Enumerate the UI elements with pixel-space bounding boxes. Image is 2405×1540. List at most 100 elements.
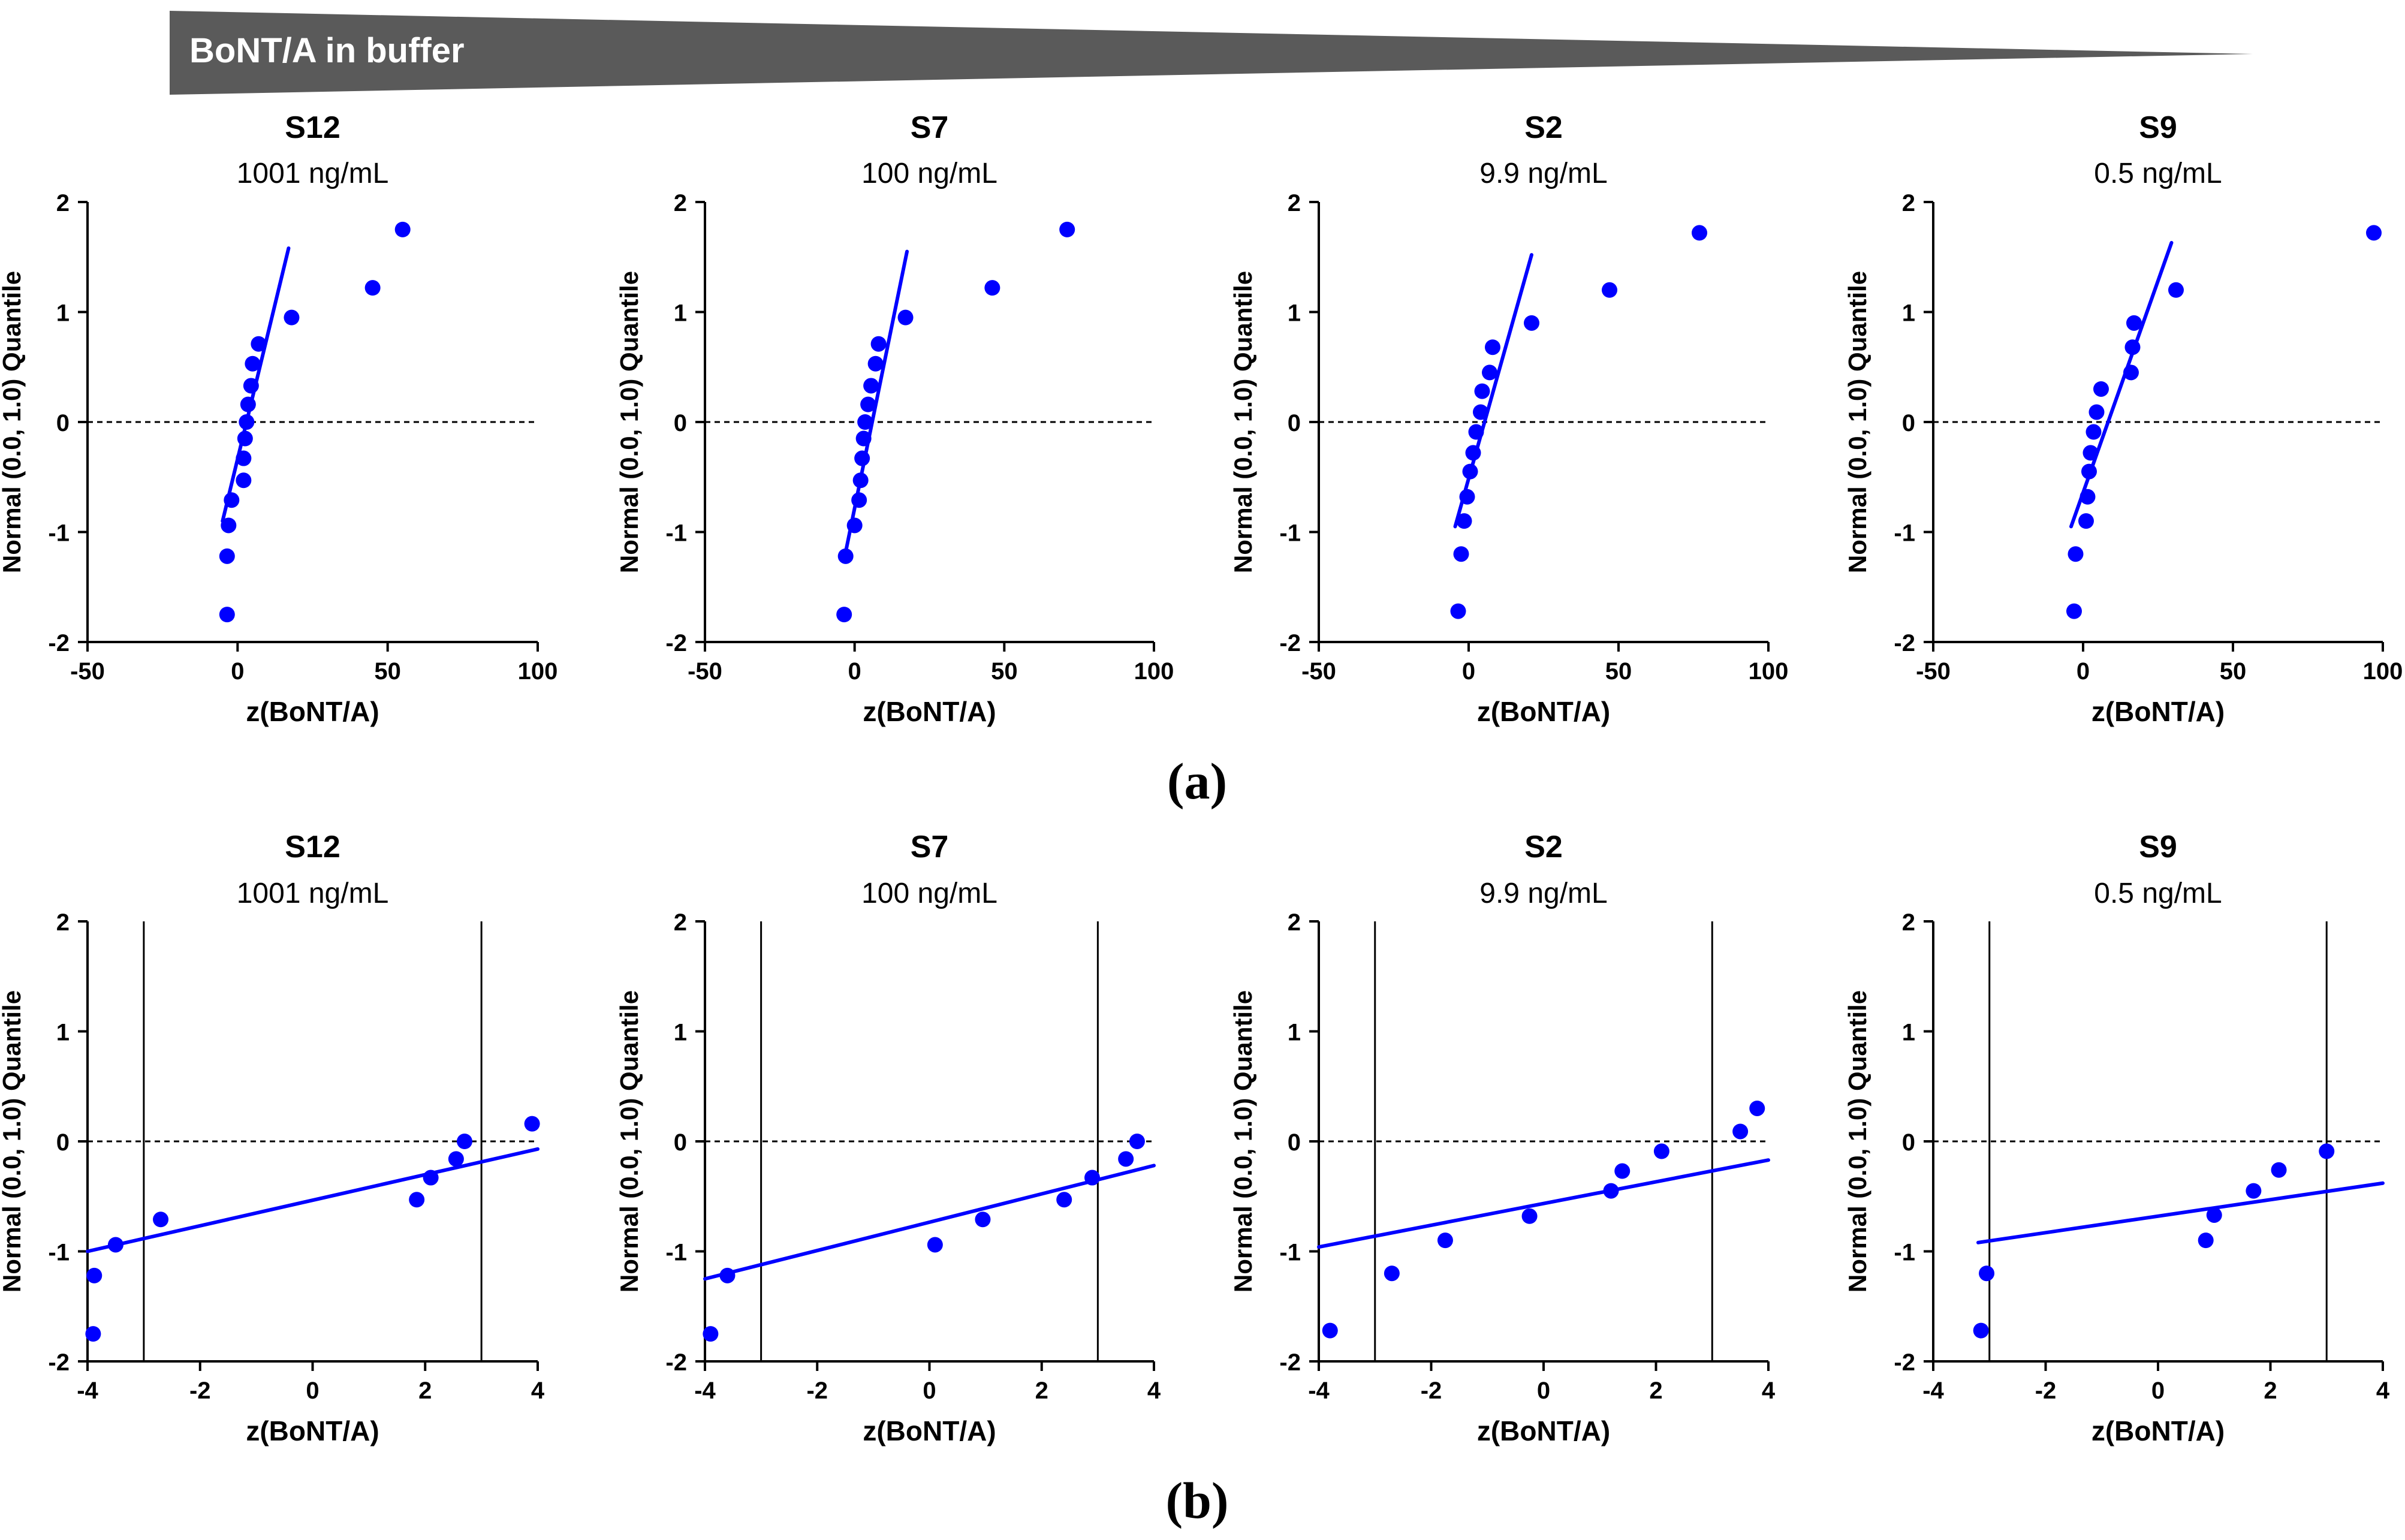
data-point bbox=[2078, 513, 2094, 529]
y-tick-label: 1 bbox=[674, 300, 687, 327]
chart-subtitle: 100 ng/mL bbox=[861, 158, 997, 189]
chart-b-s2: S2 9.9 ng/mL -2 -1 0 1 2 -4 -2 0 2 4 z(BoNT/A) Normal… bbox=[1229, 830, 1776, 1446]
panel-label-b: (b) bbox=[1165, 1472, 1228, 1529]
y-axis-label: Normal (0.0, 1.0) Quantile bbox=[0, 271, 26, 573]
data-point bbox=[2246, 1183, 2262, 1199]
data-point bbox=[1521, 1208, 1538, 1224]
data-point bbox=[236, 472, 252, 489]
y-tick-label: -1 bbox=[1279, 1240, 1301, 1266]
data-point bbox=[1056, 1192, 1072, 1208]
fit-line bbox=[2069, 240, 2174, 529]
chart-subtitle: 9.9 ng/mL bbox=[1479, 158, 1607, 189]
x-tick-label: 0 bbox=[306, 1378, 319, 1404]
chart-b-s12: S12 1001 ng/mL -2 -1 0 1 2 -4 -2 0 2 4 z(BoNT/A) Norm… bbox=[0, 830, 545, 1446]
y-axis-label: Normal (0.0, 1.0) Quantile bbox=[0, 990, 26, 1292]
data-point bbox=[284, 309, 300, 326]
data-point bbox=[251, 336, 267, 352]
chart-a-s12: S12 1001 ng/mL -2 -1 0 1 2 -50 0 50 100 z(BoNT/A) No… bbox=[0, 110, 557, 727]
chart-a-s7: S7 100 ng/mL -2 -1 0 1 2 -50 0 50 100 z(BoNT/A) Norm… bbox=[615, 110, 1174, 727]
y-tick-label: 0 bbox=[674, 410, 687, 436]
data-point bbox=[836, 607, 852, 623]
data-point bbox=[423, 1170, 439, 1186]
data-point bbox=[2366, 225, 2382, 241]
data-point bbox=[846, 517, 863, 534]
x-tick-label: 0 bbox=[2151, 1378, 2165, 1404]
x-tick-label: 50 bbox=[374, 658, 401, 685]
chart-title: S9 bbox=[2139, 110, 2177, 145]
data-point bbox=[897, 309, 914, 326]
data-point bbox=[1059, 221, 1075, 237]
y-tick-label: 2 bbox=[56, 909, 70, 936]
x-tick-label: 100 bbox=[1134, 658, 1174, 685]
x-tick-label: 0 bbox=[1462, 658, 1475, 685]
data-point bbox=[240, 396, 256, 412]
x-tick-label: -4 bbox=[694, 1378, 716, 1404]
x-tick-label: 4 bbox=[1762, 1378, 1776, 1404]
x-tick-label: 50 bbox=[2220, 658, 2247, 685]
data-point bbox=[863, 378, 879, 394]
chart-title: S12 bbox=[285, 830, 340, 864]
data-point bbox=[927, 1237, 943, 1253]
y-tick-label: 2 bbox=[674, 190, 687, 216]
data-point bbox=[219, 548, 235, 564]
x-tick-label: 2 bbox=[418, 1378, 432, 1404]
concentration-banner: BoNT/A in buffer bbox=[170, 11, 2253, 95]
data-point bbox=[1485, 339, 1500, 355]
data-point bbox=[1384, 1265, 1400, 1282]
data-point bbox=[1749, 1100, 1765, 1116]
x-tick-label: 4 bbox=[1147, 1378, 1161, 1404]
x-tick-label: 0 bbox=[2077, 658, 2090, 685]
chart-subtitle: 1001 ng/mL bbox=[237, 158, 389, 189]
fit-line bbox=[1453, 253, 1533, 529]
y-tick-label: -1 bbox=[665, 1240, 687, 1266]
y-tick-label: 2 bbox=[1288, 190, 1301, 216]
panel-label-a: (a) bbox=[1167, 752, 1227, 810]
data-point bbox=[2126, 315, 2142, 331]
x-tick-label: -50 bbox=[1916, 658, 1951, 685]
data-point bbox=[852, 472, 869, 489]
x-tick-label: 0 bbox=[1537, 1378, 1550, 1404]
y-tick-label: 0 bbox=[1288, 1129, 1301, 1156]
data-point bbox=[456, 1134, 472, 1149]
x-axis-label: z(BoNT/A) bbox=[2091, 1415, 2225, 1446]
data-point bbox=[719, 1267, 736, 1283]
data-point bbox=[237, 430, 253, 447]
data-point bbox=[409, 1192, 425, 1208]
data-point bbox=[1653, 1143, 1669, 1159]
data-point bbox=[1084, 1170, 1101, 1186]
y-tick-label: -2 bbox=[665, 630, 687, 656]
y-tick-label: -2 bbox=[48, 1349, 70, 1376]
x-tick-label: -4 bbox=[1922, 1378, 1944, 1404]
data-point bbox=[85, 1326, 101, 1342]
chart-b-s9: S9 0.5 ng/mL -2 -1 0 1 2 -4 -2 0 2 4 z(BoNT/A) Normal… bbox=[1843, 830, 2390, 1446]
data-point bbox=[1459, 489, 1475, 505]
chart-subtitle: 1001 ng/mL bbox=[237, 878, 389, 909]
data-point bbox=[1602, 282, 1617, 298]
x-tick-label: 4 bbox=[531, 1378, 545, 1404]
data-point bbox=[2271, 1162, 2287, 1178]
data-point bbox=[2168, 282, 2184, 298]
data-point bbox=[221, 517, 237, 534]
data-point bbox=[1450, 603, 1466, 619]
y-tick-label: -2 bbox=[48, 630, 70, 656]
y-tick-label: 0 bbox=[674, 1129, 687, 1156]
data-point bbox=[1465, 445, 1481, 461]
fit-line bbox=[1317, 1158, 1770, 1249]
data-point bbox=[857, 414, 873, 430]
x-axis-label: z(BoNT/A) bbox=[246, 696, 379, 727]
data-point bbox=[1474, 383, 1490, 399]
data-point bbox=[851, 492, 867, 508]
y-tick-label: -2 bbox=[1279, 1349, 1301, 1376]
data-point bbox=[870, 336, 887, 352]
x-tick-label: 2 bbox=[2264, 1378, 2277, 1404]
data-point bbox=[1322, 1322, 1338, 1339]
data-point bbox=[1524, 315, 1539, 331]
banner-label: BoNT/A in buffer bbox=[189, 31, 465, 70]
x-tick-label: -50 bbox=[70, 658, 105, 685]
y-tick-label: 1 bbox=[674, 1020, 687, 1046]
y-tick-label: -1 bbox=[1894, 520, 1915, 547]
y-tick-label: 0 bbox=[56, 410, 70, 436]
x-axis-label: z(BoNT/A) bbox=[863, 1415, 996, 1446]
data-point bbox=[1473, 404, 1488, 420]
data-point bbox=[2082, 445, 2099, 461]
